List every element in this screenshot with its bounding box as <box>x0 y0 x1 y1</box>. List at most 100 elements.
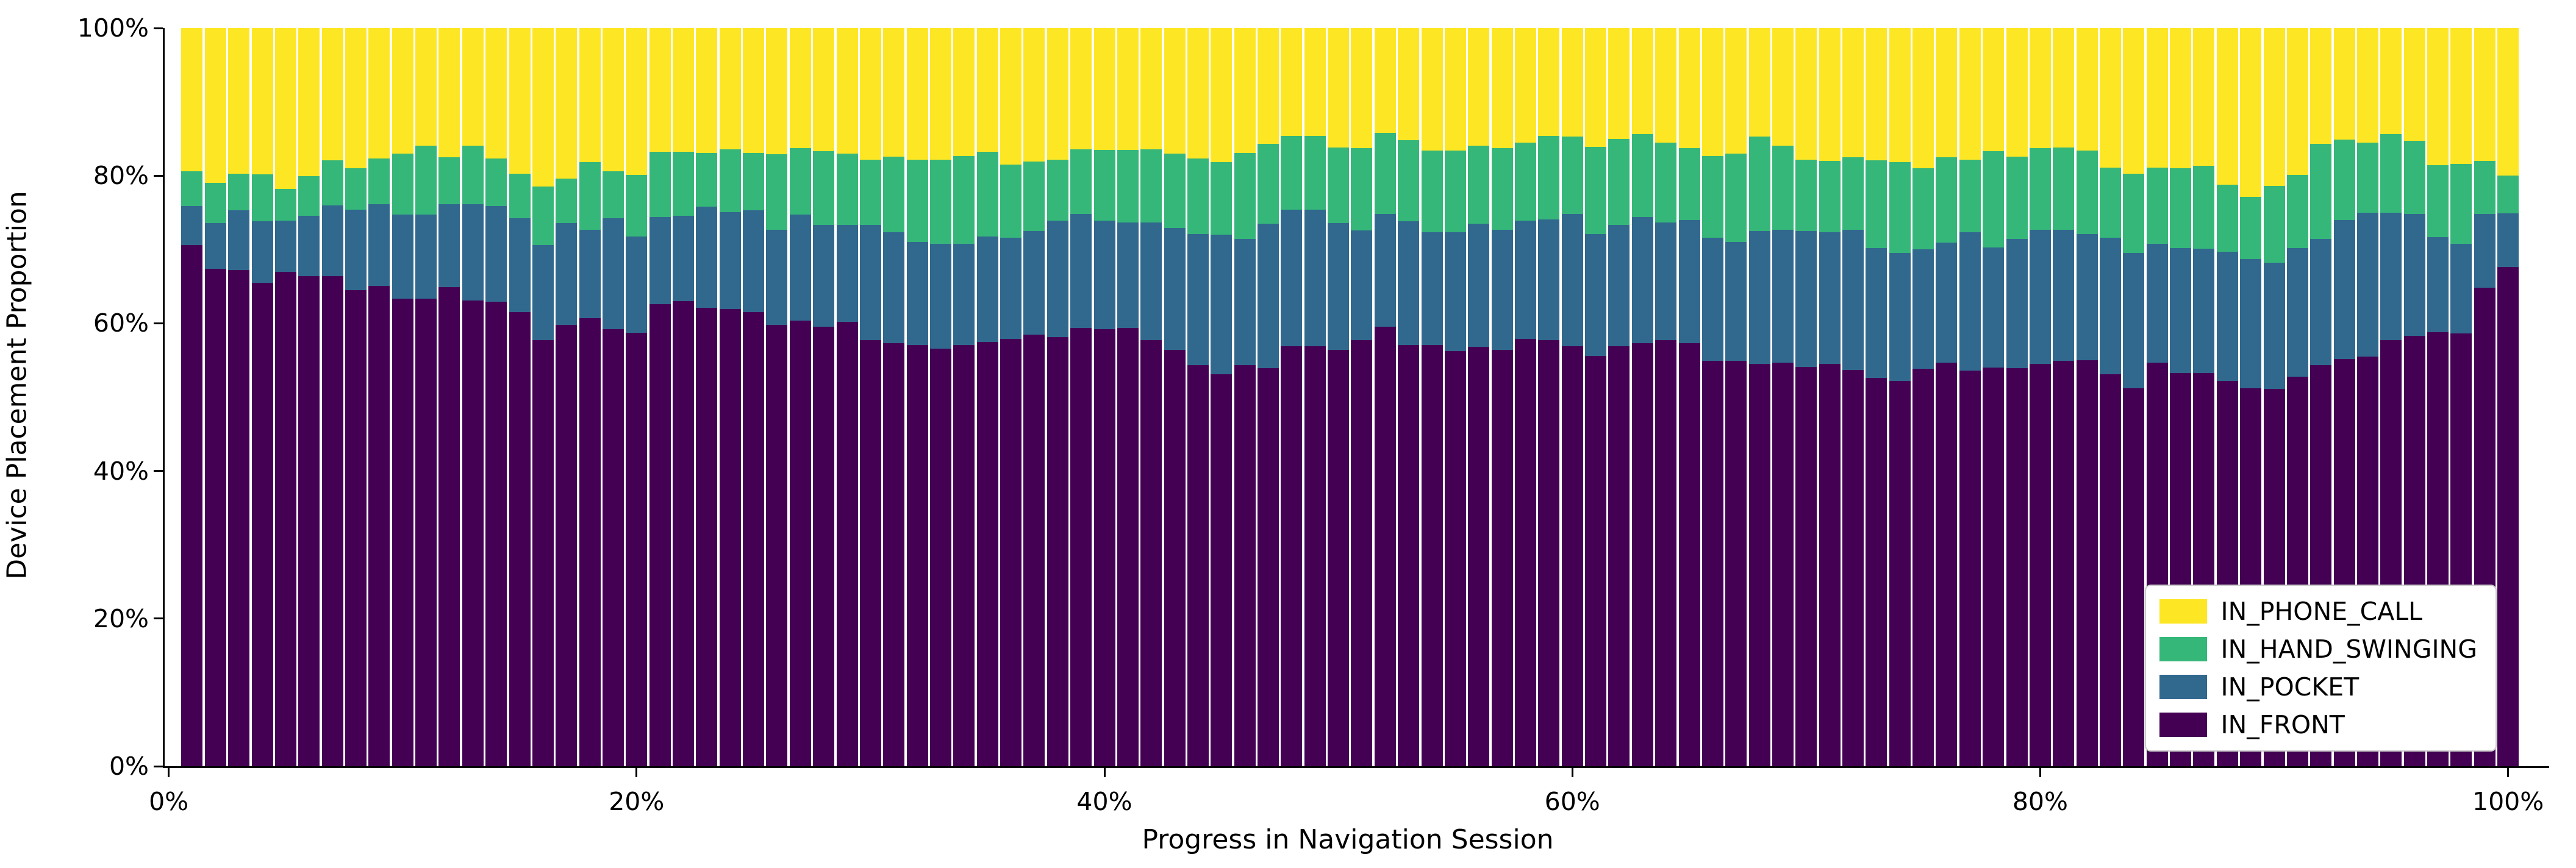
bar-segment-in_phone_call <box>1234 28 1256 153</box>
bar-segment-in_phone_call <box>1959 28 1981 160</box>
bar-segment-in_phone_call <box>1491 28 1513 149</box>
bar <box>766 28 788 766</box>
bar-segment-in_pocket <box>2029 229 2051 365</box>
bar-segment-in_front <box>1959 370 1981 766</box>
bar <box>1748 28 1770 766</box>
bar-segment-in_phone_call <box>2193 28 2215 166</box>
bar-segment-in_front <box>1795 366 1817 766</box>
bar-segment-in_phone_call <box>2356 28 2378 143</box>
bar-segment-in_hand_swinging <box>813 151 835 226</box>
bar <box>1093 28 1115 766</box>
bar <box>485 28 507 766</box>
bar-segment-in_front <box>1678 343 1700 766</box>
bar-segment-in_hand_swinging <box>1281 135 1303 210</box>
bar-segment-in_phone_call <box>2006 28 2028 157</box>
bar-segment-in_phone_call <box>228 28 250 174</box>
bar-segment-in_front <box>228 270 250 766</box>
bar-segment-in_pocket <box>719 212 741 310</box>
bar <box>602 28 624 766</box>
bar-segment-in_front <box>813 327 835 766</box>
bar-segment-in_pocket <box>532 245 554 341</box>
bar-segment-in_hand_swinging <box>556 179 578 223</box>
legend-label: IN_HAND_SWINGING <box>2220 635 2477 664</box>
bar-segment-in_pocket <box>836 225 858 322</box>
bar-segment-in_phone_call <box>2497 28 2519 176</box>
bar-segment-in_front <box>485 302 507 766</box>
x-axis-spine <box>163 766 2549 768</box>
bar-segment-in_phone_call <box>1070 28 1092 149</box>
bar-segment-in_phone_call <box>976 28 998 152</box>
bar-segment-in_pocket <box>392 215 413 299</box>
bar-segment-in_pocket <box>649 217 671 304</box>
bar <box>2053 28 2075 766</box>
bar-segment-in_front <box>415 299 437 766</box>
bar-segment-in_phone_call <box>2450 28 2472 164</box>
bar-segment-in_hand_swinging <box>2053 148 2075 230</box>
legend-item: IN_POCKET <box>2159 672 2477 702</box>
legend: IN_PHONE_CALL IN_HAND_SWINGING IN_POCKET IN… <box>2145 585 2497 752</box>
bar-segment-in_hand_swinging <box>1959 159 1981 233</box>
bar-segment-in_front <box>1585 355 1607 766</box>
bar <box>274 28 296 766</box>
bar-segment-in_phone_call <box>626 28 648 176</box>
bar-segment-in_hand_swinging <box>1351 148 1373 230</box>
bar-segment-in_hand_swinging <box>2380 134 2402 213</box>
bar-segment-in_pocket <box>1608 225 1630 346</box>
bar <box>509 28 531 766</box>
bar-segment-in_phone_call <box>368 28 390 159</box>
bar-segment-in_phone_call <box>438 28 460 157</box>
bar-segment-in_front <box>1561 346 1583 766</box>
bar <box>462 28 484 766</box>
bar-segment-in_pocket <box>2240 259 2262 388</box>
bar-segment-in_front <box>1936 362 1958 766</box>
bar-segment-in_pocket <box>1514 221 1536 339</box>
x-tick-mark <box>2039 768 2041 777</box>
bar-segment-in_front <box>953 344 975 766</box>
bar-segment-in_hand_swinging <box>2333 139 2355 220</box>
bar-segment-in_front <box>1608 346 1630 766</box>
bar-segment-in_pocket <box>1281 209 1303 346</box>
bar-segment-in_pocket <box>976 236 998 342</box>
bar <box>929 28 951 766</box>
bar-segment-in_hand_swinging <box>2474 161 2496 215</box>
bar-segment-in_phone_call <box>2240 28 2262 197</box>
y-axis-spine <box>163 28 165 768</box>
bar-segment-in_hand_swinging <box>1842 157 1864 230</box>
bar-segment-in_hand_swinging <box>228 173 250 211</box>
bar-segment-in_phone_call <box>298 28 320 177</box>
bar-segment-in_front <box>321 276 343 766</box>
bar-segment-in_pocket <box>438 204 460 288</box>
bar-segment-in_phone_call <box>719 28 741 149</box>
bar-segment-in_phone_call <box>345 28 367 169</box>
bar <box>556 28 578 766</box>
bar-segment-in_phone_call <box>1164 28 1186 154</box>
legend-swatch-in_front <box>2159 713 2208 737</box>
bar-segment-in_phone_call <box>392 28 413 154</box>
bar-segment-in_front <box>929 348 951 766</box>
bar <box>204 28 226 766</box>
bar-segment-in_front <box>2029 364 2051 766</box>
bar-segment-in_pocket <box>1000 237 1022 339</box>
bar <box>368 28 390 766</box>
y-tick-mark <box>154 174 163 177</box>
bar-segment-in_pocket <box>1211 235 1233 374</box>
bar-segment-in_hand_swinging <box>345 168 367 210</box>
y-tick-label: 60% <box>93 308 149 338</box>
legend-label: IN_POCKET <box>2220 672 2360 702</box>
bar-segment-in_hand_swinging <box>1093 149 1115 221</box>
bar-segment-in_pocket <box>1117 222 1139 328</box>
bar-segment-in_front <box>1351 340 1373 766</box>
bar <box>1023 28 1045 766</box>
bar <box>1678 28 1700 766</box>
bar <box>626 28 648 766</box>
bar-segment-in_phone_call <box>1585 28 1607 147</box>
bar-segment-in_hand_swinging <box>1444 151 1466 233</box>
bar-segment-in_front <box>1046 337 1068 766</box>
bar <box>1304 28 1326 766</box>
bar-segment-in_hand_swinging <box>368 158 390 205</box>
bar-segment-in_phone_call <box>1701 28 1723 156</box>
x-tick-mark <box>168 768 170 777</box>
bar-segment-in_phone_call <box>1538 28 1560 136</box>
bar-segment-in_hand_swinging <box>1795 159 1817 232</box>
